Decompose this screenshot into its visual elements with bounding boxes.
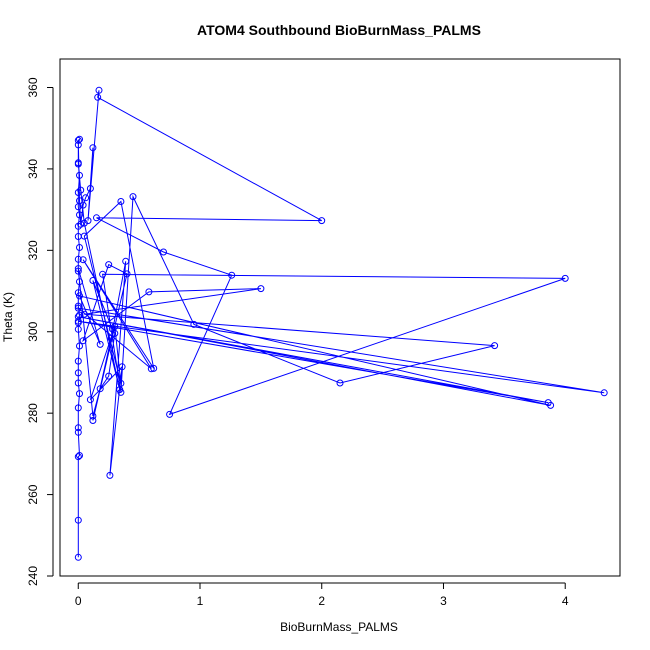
plot-area bbox=[74, 86, 608, 561]
data-point bbox=[96, 385, 104, 393]
series-line bbox=[76, 90, 605, 558]
x-tick-label: 4 bbox=[562, 594, 569, 608]
y-tick-label: 300 bbox=[26, 321, 40, 341]
data-point bbox=[76, 211, 83, 219]
data-point bbox=[116, 386, 124, 394]
data-point bbox=[105, 372, 113, 380]
data-point bbox=[80, 310, 88, 318]
y-tick-label: 320 bbox=[26, 240, 40, 260]
data-point bbox=[147, 365, 155, 373]
y-tick-label: 360 bbox=[26, 77, 40, 97]
data-point bbox=[160, 248, 167, 256]
data-point bbox=[74, 267, 82, 275]
data-point bbox=[150, 364, 158, 372]
data-point bbox=[93, 214, 100, 222]
data-point bbox=[117, 198, 125, 205]
data-point bbox=[80, 219, 88, 227]
data-point bbox=[74, 302, 82, 310]
data-point bbox=[76, 278, 83, 286]
data-point bbox=[79, 337, 87, 345]
data-point bbox=[190, 320, 198, 328]
data-point bbox=[74, 404, 82, 412]
data-point bbox=[89, 417, 97, 424]
data-point bbox=[86, 185, 94, 192]
data-point bbox=[80, 232, 88, 240]
data-point bbox=[77, 220, 85, 228]
y-tick-label: 280 bbox=[26, 403, 40, 423]
data-point bbox=[491, 342, 499, 350]
data-point bbox=[74, 304, 82, 312]
plot-frame bbox=[59, 58, 621, 577]
data-point bbox=[74, 136, 82, 144]
data-point bbox=[89, 144, 97, 152]
data-point bbox=[74, 255, 82, 263]
data-point bbox=[257, 285, 265, 293]
data-point bbox=[122, 257, 130, 265]
data-point bbox=[79, 256, 87, 264]
data-point bbox=[95, 86, 103, 94]
data-point bbox=[76, 171, 83, 179]
data-point bbox=[74, 189, 82, 196]
data-point bbox=[74, 453, 82, 461]
x-tick-label: 0 bbox=[75, 594, 82, 608]
data-point bbox=[228, 271, 236, 279]
data-point bbox=[108, 325, 116, 333]
data-point bbox=[76, 197, 83, 205]
y-tick-label: 340 bbox=[26, 159, 40, 179]
x-tick-label: 3 bbox=[440, 594, 447, 608]
data-point bbox=[145, 288, 153, 296]
y-tick-label: 240 bbox=[26, 566, 40, 586]
data-point bbox=[82, 194, 90, 202]
x-axis: 0 1 2 3 4 bbox=[75, 582, 569, 608]
data-point bbox=[74, 265, 82, 273]
data-point bbox=[96, 340, 104, 348]
y-tick-label: 260 bbox=[26, 484, 40, 504]
data-point bbox=[74, 313, 82, 321]
data-point bbox=[74, 553, 82, 561]
y-axis-label: Theta (K) bbox=[1, 292, 15, 342]
data-point bbox=[89, 277, 97, 284]
data-point bbox=[77, 186, 85, 194]
data-point bbox=[561, 274, 569, 282]
data-point bbox=[76, 135, 83, 143]
data-point bbox=[105, 261, 113, 269]
data-point bbox=[99, 270, 107, 278]
data-point bbox=[74, 516, 82, 524]
data-point bbox=[74, 379, 82, 387]
data-point bbox=[74, 317, 82, 325]
data-point bbox=[79, 201, 87, 209]
data-point bbox=[86, 396, 94, 404]
data-point bbox=[318, 217, 326, 225]
data-point bbox=[74, 289, 82, 297]
data-point bbox=[76, 244, 83, 251]
data-point bbox=[336, 379, 344, 387]
data-point bbox=[123, 270, 131, 278]
y-axis: 240 260 280 300 320 340 360 bbox=[26, 77, 54, 586]
x-tick-label: 2 bbox=[318, 594, 325, 608]
data-point bbox=[106, 471, 114, 479]
data-point bbox=[166, 410, 174, 418]
data-point bbox=[74, 428, 82, 436]
data-point bbox=[74, 160, 82, 168]
data-point bbox=[600, 389, 608, 397]
data-point bbox=[76, 342, 83, 350]
data-point bbox=[118, 363, 126, 371]
data-point bbox=[74, 357, 82, 365]
data-point bbox=[76, 452, 83, 459]
data-point bbox=[107, 334, 115, 342]
data-point bbox=[74, 424, 82, 432]
data-point bbox=[89, 412, 97, 420]
x-tick-label: 1 bbox=[197, 594, 204, 608]
chart-title: ATOM4 Southbound BioBurnMass_PALMS bbox=[197, 22, 481, 38]
data-point bbox=[76, 292, 83, 300]
data-point bbox=[547, 401, 555, 409]
data-point bbox=[76, 390, 83, 398]
data-point bbox=[74, 369, 82, 377]
data-point bbox=[94, 93, 102, 101]
x-axis-label: BioBurnMass_PALMS bbox=[280, 620, 398, 634]
data-point bbox=[129, 193, 137, 201]
